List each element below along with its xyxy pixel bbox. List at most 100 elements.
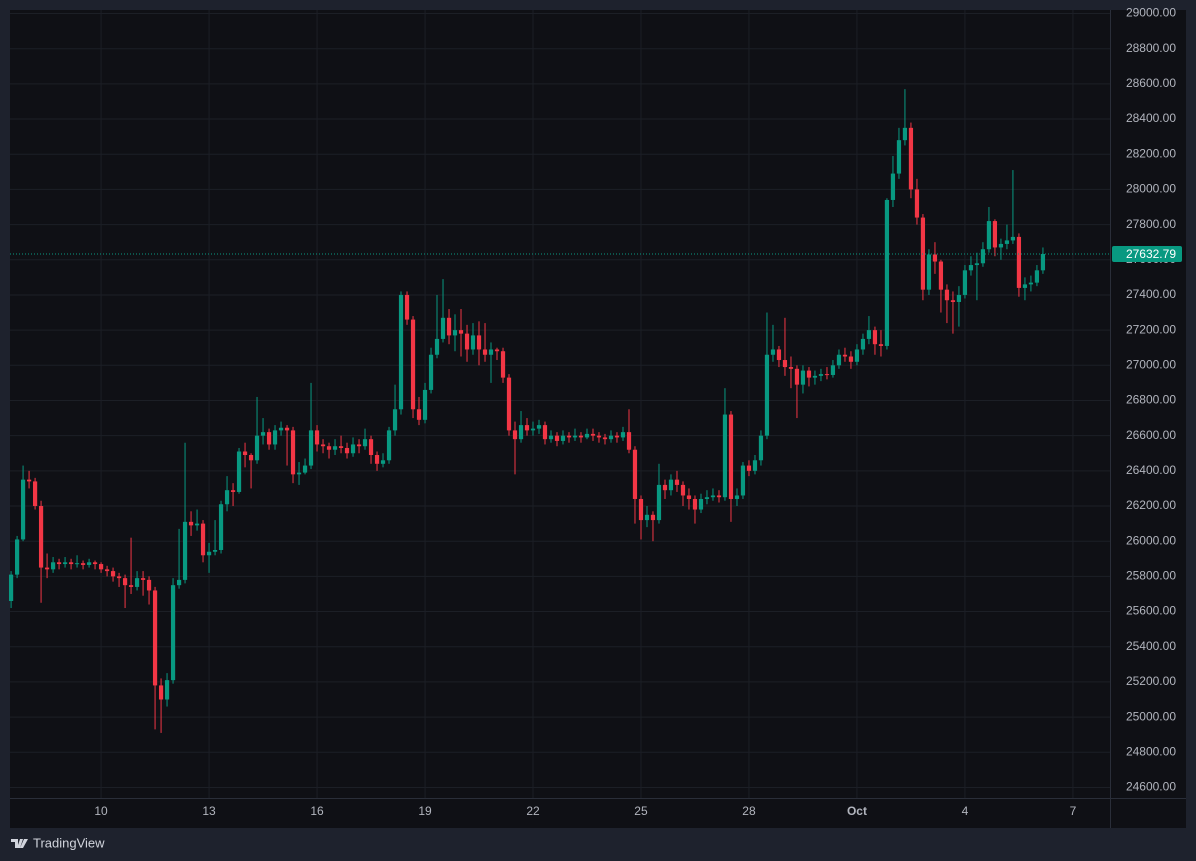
candle-body — [848, 356, 854, 362]
y-tick-label: 28400.00 — [1126, 111, 1176, 125]
candle-body — [974, 263, 980, 266]
candle-body — [638, 498, 644, 521]
candle-body — [830, 365, 836, 375]
candle-body — [368, 439, 374, 456]
candle-body — [854, 349, 860, 362]
last-price-label: 27632.79 — [1126, 247, 1176, 261]
candle-body — [134, 578, 140, 587]
candle-body — [770, 349, 776, 355]
y-tick-label: 27800.00 — [1126, 217, 1176, 231]
candle-body — [80, 563, 86, 565]
y-tick-label: 25600.00 — [1126, 604, 1176, 618]
y-tick-label: 25000.00 — [1126, 709, 1176, 723]
candle-body — [746, 465, 752, 471]
candle-body — [764, 354, 770, 436]
candle-body — [110, 571, 116, 577]
candle-body — [950, 300, 956, 302]
candle-body — [152, 590, 158, 686]
candle-body — [38, 506, 44, 568]
y-tick-label: 24800.00 — [1126, 744, 1176, 758]
y-tick-label: 27200.00 — [1126, 322, 1176, 336]
candle-body — [656, 484, 662, 521]
candle-body — [8, 574, 14, 601]
attribution: TradingView — [33, 835, 105, 850]
candle-body — [626, 432, 632, 450]
candle-body — [992, 221, 998, 248]
candle-body — [722, 414, 728, 498]
candle-body — [446, 317, 452, 336]
y-tick-label: 26000.00 — [1126, 533, 1176, 547]
candle-body — [602, 437, 608, 440]
candle-body — [464, 333, 470, 350]
candle-body — [884, 199, 890, 346]
candle-body — [692, 498, 698, 510]
candle-body — [116, 576, 122, 579]
x-tick-label: 7 — [1070, 804, 1077, 818]
candle-body — [878, 344, 884, 346]
grid — [10, 10, 1110, 798]
candle-body — [242, 451, 248, 456]
candle-body — [380, 460, 386, 464]
candle-body — [500, 351, 506, 378]
candle-body — [290, 430, 296, 475]
candle-body — [62, 562, 68, 565]
candle-body — [362, 439, 368, 447]
candle-body — [1034, 270, 1040, 283]
candle-body — [644, 514, 650, 521]
candle-body — [872, 330, 878, 345]
y-tick-label: 26600.00 — [1126, 428, 1176, 442]
candle-body — [548, 435, 554, 440]
candle-body — [302, 465, 308, 473]
candle-body — [1010, 236, 1016, 241]
candle-body — [272, 430, 278, 445]
candle-body — [410, 319, 416, 410]
candle-body — [968, 265, 974, 271]
candle-body — [812, 375, 818, 378]
candle-body — [14, 539, 20, 575]
candle-body — [20, 479, 26, 540]
candle-body — [584, 433, 590, 438]
y-tick-label: 24600.00 — [1126, 780, 1176, 794]
candle-body — [650, 514, 656, 521]
candle-body — [662, 484, 668, 491]
candle-body — [92, 562, 98, 565]
candle-body — [542, 425, 548, 440]
logo: TradingView — [11, 835, 105, 850]
candle-body — [386, 430, 392, 461]
candle-body — [836, 354, 842, 366]
candle-body — [800, 370, 806, 385]
candle-body — [404, 294, 410, 320]
candle-body — [1028, 282, 1034, 285]
candle-body — [296, 472, 302, 475]
candle-body — [188, 521, 194, 526]
candle-body — [74, 563, 80, 565]
candle-body — [704, 497, 710, 499]
candle-body — [782, 360, 788, 368]
candle-body — [398, 294, 404, 410]
y-tick-label: 27000.00 — [1126, 357, 1176, 371]
candle-body — [308, 430, 314, 466]
candle-body — [680, 484, 686, 496]
axes: 24600.00 24800.00 25000.00 25200.00 25400.00… — [94, 6, 1182, 818]
candle-body — [620, 432, 626, 438]
candle-body — [212, 549, 218, 552]
candle-body — [56, 562, 62, 565]
candle-body — [104, 569, 110, 572]
candle-body — [224, 490, 230, 505]
candle-body — [962, 270, 968, 295]
chart-panel — [10, 10, 1186, 828]
candle-body — [314, 430, 320, 445]
candle-body — [752, 460, 758, 471]
candle-body — [866, 330, 872, 339]
x-tick-label: 19 — [418, 804, 432, 818]
candle-body — [476, 335, 482, 350]
candle-body — [194, 523, 200, 526]
candle-body — [266, 432, 272, 445]
y-tick-label: 26200.00 — [1126, 498, 1176, 512]
candle-body — [572, 435, 578, 438]
candle-body — [218, 504, 224, 550]
candle-body — [806, 370, 812, 378]
candle-body — [98, 564, 104, 570]
candle-body — [164, 680, 170, 700]
